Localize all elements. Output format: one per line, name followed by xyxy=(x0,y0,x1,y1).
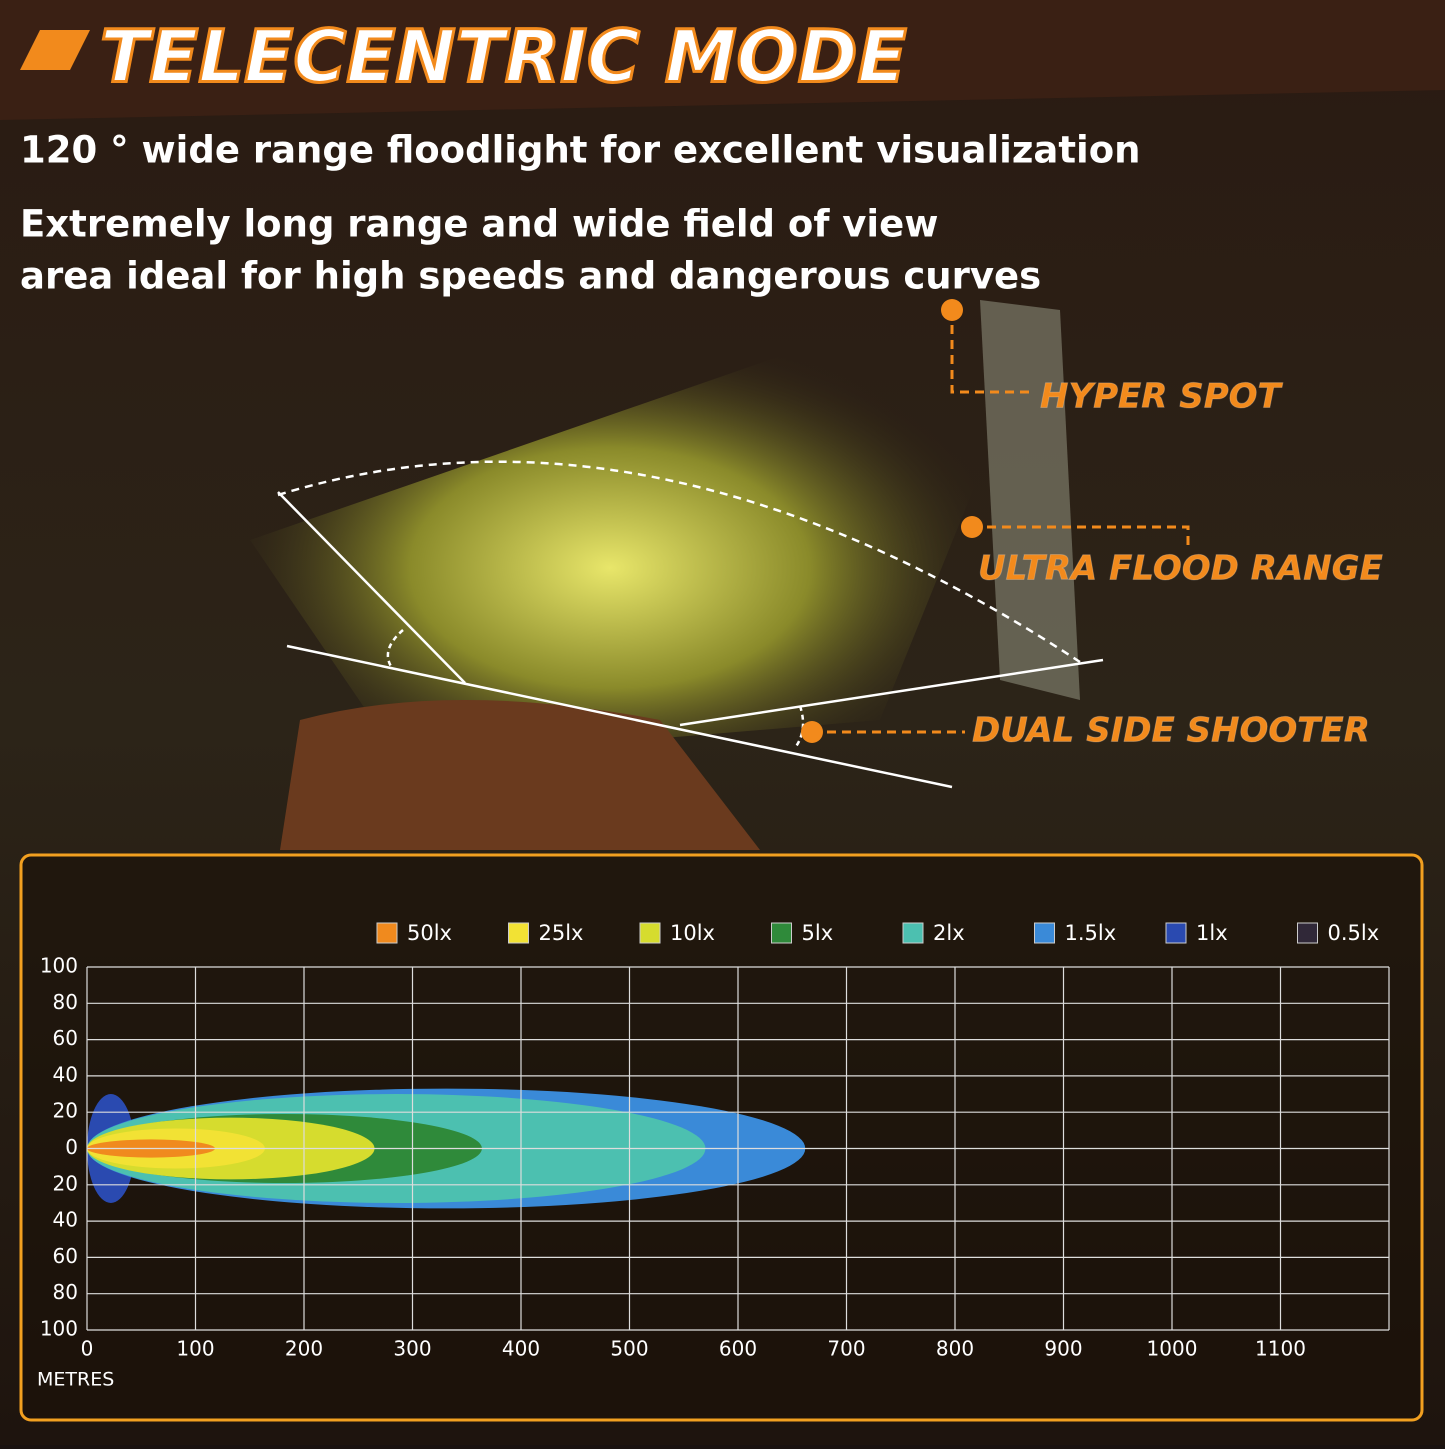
callout: HYPER SPOT xyxy=(1040,377,1284,417)
y-tick-label: 80 xyxy=(53,1280,78,1304)
x-tick-label: 0 xyxy=(81,1337,94,1361)
callout-leaders xyxy=(812,310,1190,734)
x-tick-label: 1100 xyxy=(1255,1337,1306,1361)
logo-mark xyxy=(20,30,90,70)
legend-swatch xyxy=(1034,922,1055,944)
y-tick-label: 20 xyxy=(53,1099,78,1123)
legend-swatch xyxy=(508,922,529,944)
subtitle: 120 ° wide range floodlight for excellen… xyxy=(20,129,1140,172)
y-tick-label: 40 xyxy=(53,1062,78,1086)
x-tick-label: 500 xyxy=(610,1337,648,1361)
legend-label: 1lx xyxy=(1196,921,1228,945)
subtitle: area ideal for high speeds and dangerous… xyxy=(20,255,1041,298)
x-tick-label: 600 xyxy=(719,1337,757,1361)
beam-glow xyxy=(250,280,1050,760)
legend-label: 50lx xyxy=(407,921,452,945)
legend-swatch xyxy=(902,922,924,944)
x-tick-label: 400 xyxy=(502,1337,540,1361)
title: TELECENTRIC MODE xyxy=(100,15,907,99)
x-tick-label: 300 xyxy=(393,1337,431,1361)
y-tick-label: 80 xyxy=(53,990,78,1014)
callout: ULTRA FLOOD RANGE xyxy=(978,549,1383,589)
beam-angle-lines xyxy=(277,460,1104,789)
legend-swatch xyxy=(639,922,661,944)
subtitle: Extremely long range and wide field of v… xyxy=(20,203,938,246)
legend-swatch xyxy=(1165,922,1187,944)
callout-dots xyxy=(801,299,983,743)
legend-swatch xyxy=(1297,922,1318,944)
legend-label: 5lx xyxy=(802,921,834,945)
legend-label: 10lx xyxy=(670,921,715,945)
cliff xyxy=(980,300,1080,700)
y-tick-label: 100 xyxy=(40,1317,78,1341)
x-axis-label: METRES xyxy=(37,1369,114,1391)
car xyxy=(280,700,760,850)
y-tick-label: 60 xyxy=(53,1244,78,1268)
callout: DUAL SIDE SHOOTER xyxy=(972,711,1370,751)
y-tick-label: 60 xyxy=(53,1026,78,1050)
x-tick-label: 200 xyxy=(285,1337,323,1361)
y-tick-label: 40 xyxy=(53,1208,78,1232)
x-tick-label: 700 xyxy=(827,1337,865,1361)
legend-swatch xyxy=(376,922,398,944)
x-tick-label: 800 xyxy=(936,1337,974,1361)
y-tick-label: 0 xyxy=(65,1135,78,1159)
y-tick-label: 20 xyxy=(53,1171,78,1195)
x-tick-label: 100 xyxy=(176,1337,214,1361)
legend-label: 0.5lx xyxy=(1328,921,1380,945)
y-tick-label: 100 xyxy=(40,954,78,978)
chart: 0 100 200 300 400 500 600 700 800 900 1000 11001008… xyxy=(37,921,1390,1391)
legend-swatch xyxy=(771,922,792,944)
sky xyxy=(0,0,1445,120)
legend-label: 2lx xyxy=(933,921,965,945)
legend-label: 25lx xyxy=(539,921,584,945)
legend-label: 1.5lx xyxy=(1065,921,1117,945)
x-tick-label: 900 xyxy=(1044,1337,1082,1361)
x-tick-label: 1000 xyxy=(1147,1337,1198,1361)
